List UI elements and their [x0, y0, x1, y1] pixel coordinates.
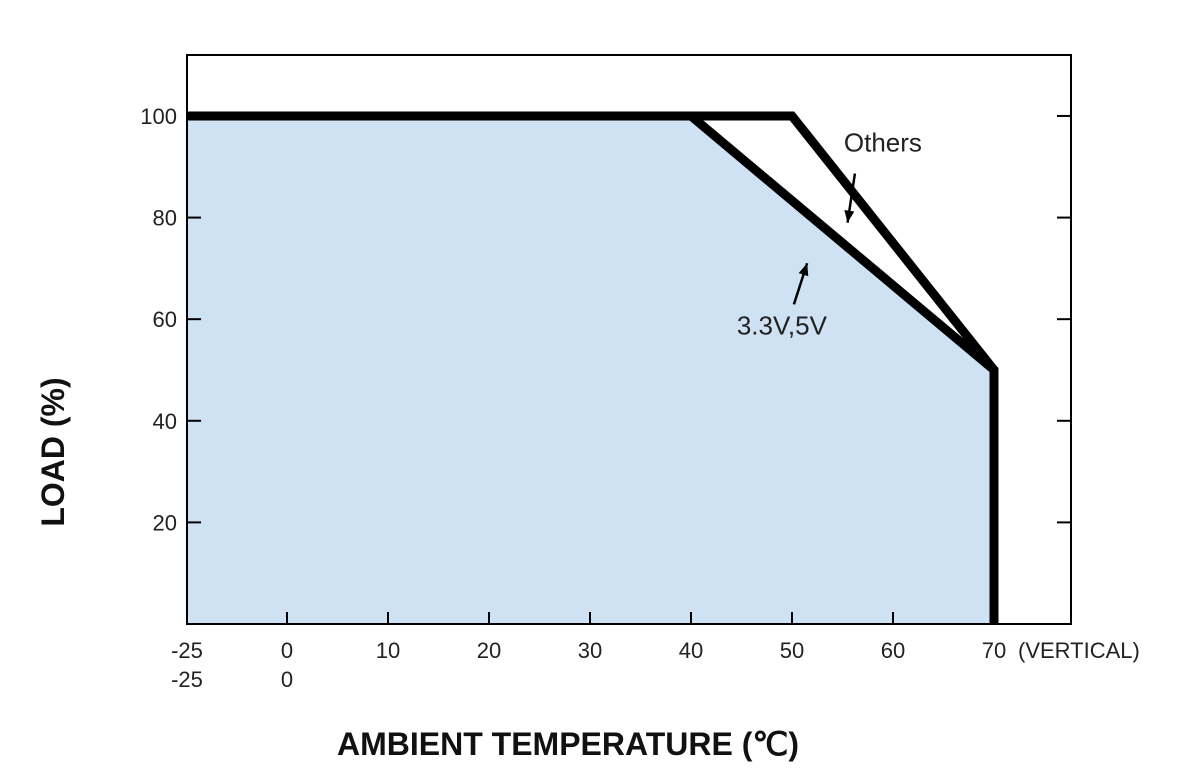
y-tick-label: 100 — [140, 104, 177, 129]
x-tick-label-row2: 0 — [281, 667, 293, 692]
x-tick-label: 20 — [477, 638, 501, 663]
x-axis-label: AMBIENT TEMPERATURE (℃) — [337, 726, 799, 762]
y-tick-label: 80 — [153, 206, 177, 231]
y-axis-label: LOAD (%) — [35, 377, 71, 526]
y-axis-ticks: 20 40 60 80 100 — [140, 104, 1071, 535]
annotation-arrowhead — [798, 263, 809, 277]
x-tick-label: 70 — [982, 638, 1006, 663]
plot-frame — [186, 54, 1072, 625]
safe-operating-area — [187, 115, 994, 624]
y-tick-label: 40 — [153, 409, 177, 434]
x-tick-label-row2: -25 — [171, 667, 203, 692]
annotation-label: Others — [844, 128, 922, 158]
annotation-arrowhead — [844, 210, 855, 223]
x-tick-suffix: (VERTICAL) — [1018, 638, 1140, 663]
annotation-layer: Others 3.3V,5V — [737, 128, 922, 341]
y-tick-label: 60 — [153, 307, 177, 332]
x-tick-label: 10 — [376, 638, 400, 663]
annotation-label: 3.3V,5V — [737, 310, 828, 340]
series-line-3-3v-5v — [187, 111, 999, 624]
x-tick-label: 40 — [679, 638, 703, 663]
x-tick-label: -25 — [171, 638, 203, 663]
x-tick-label: 60 — [881, 638, 905, 663]
series-layer — [187, 111, 999, 624]
x-tick-label: 50 — [780, 638, 804, 663]
y-tick-label: 20 — [153, 510, 177, 535]
x-tick-label: 0 — [281, 638, 293, 663]
x-axis-ticks: -25 0 10 20 30 40 50 60 70 -25 0 (VERTICAL) — [171, 612, 1140, 692]
x-tick-label: 30 — [578, 638, 602, 663]
